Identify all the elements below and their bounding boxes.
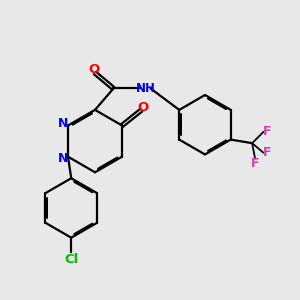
Text: O: O [138,101,149,114]
Text: N: N [57,118,68,130]
Text: NH: NH [136,82,155,95]
Text: F: F [263,125,272,138]
Text: Cl: Cl [64,253,78,266]
Text: F: F [263,146,272,159]
Text: F: F [251,157,259,169]
Text: N: N [57,152,68,165]
Text: O: O [88,63,99,76]
